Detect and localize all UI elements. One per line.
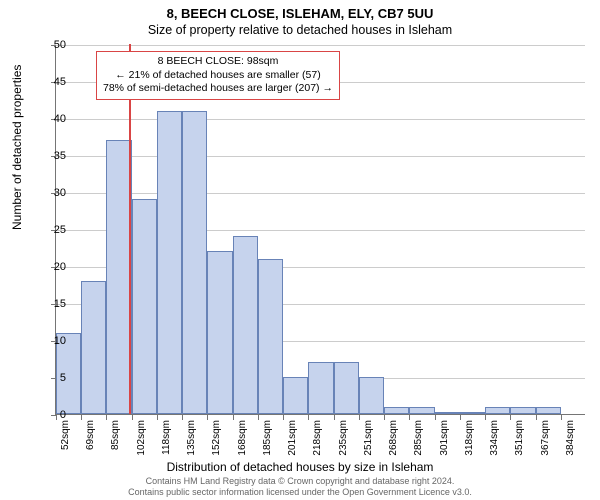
- x-tick-mark: [283, 415, 284, 420]
- x-tick-label: 118sqm: [161, 420, 172, 455]
- x-tick-mark: [182, 415, 183, 420]
- histogram-bar: [435, 412, 460, 414]
- y-tick-label: 20: [46, 261, 66, 273]
- x-tick-mark: [132, 415, 133, 420]
- gridline: [56, 193, 585, 194]
- x-tick-mark: [561, 415, 562, 420]
- footer-line2: Contains public sector information licen…: [0, 487, 600, 498]
- y-tick-label: 25: [46, 224, 66, 236]
- y-tick-label: 0: [46, 409, 66, 421]
- histogram-bar: [81, 281, 106, 414]
- annotation-line2: ← 21% of detached houses are smaller (57…: [103, 69, 333, 83]
- histogram-bar: [182, 111, 207, 414]
- x-axis-label: Distribution of detached houses by size …: [0, 460, 600, 474]
- x-tick-label: 52sqm: [60, 420, 71, 450]
- histogram-bar: [106, 140, 131, 414]
- y-tick-label: 45: [46, 76, 66, 88]
- x-tick-mark: [157, 415, 158, 420]
- x-tick-mark: [81, 415, 82, 420]
- gridline: [56, 45, 585, 46]
- histogram-bar: [485, 407, 510, 414]
- histogram-bar: [460, 412, 485, 414]
- histogram-bar: [359, 377, 384, 414]
- x-tick-mark: [485, 415, 486, 420]
- histogram-bar: [308, 362, 333, 414]
- x-tick-label: 384sqm: [565, 420, 576, 456]
- histogram-bar: [233, 236, 258, 414]
- y-axis-label: Number of detached properties: [10, 65, 24, 230]
- x-tick-label: 69sqm: [85, 420, 96, 450]
- x-tick-label: 268sqm: [388, 420, 399, 456]
- x-tick-label: 367sqm: [540, 420, 551, 456]
- x-tick-mark: [106, 415, 107, 420]
- histogram-bar: [384, 407, 409, 414]
- gridline: [56, 156, 585, 157]
- annotation-box: 8 BEECH CLOSE: 98sqm← 21% of detached ho…: [96, 51, 340, 100]
- y-tick-label: 50: [46, 39, 66, 51]
- histogram-bar: [132, 199, 157, 414]
- page-subtitle: Size of property relative to detached ho…: [0, 23, 600, 37]
- histogram-bar: [258, 259, 283, 414]
- x-tick-label: 285sqm: [413, 420, 424, 456]
- x-tick-mark: [308, 415, 309, 420]
- x-tick-label: 185sqm: [262, 420, 273, 456]
- x-tick-label: 218sqm: [312, 420, 323, 456]
- gridline: [56, 119, 585, 120]
- x-tick-label: 102sqm: [136, 420, 147, 456]
- x-tick-label: 318sqm: [464, 420, 475, 456]
- histogram-bar: [510, 407, 535, 414]
- x-tick-label: 168sqm: [237, 420, 248, 456]
- x-tick-mark: [207, 415, 208, 420]
- x-tick-mark: [435, 415, 436, 420]
- footer-line1: Contains HM Land Registry data © Crown c…: [0, 476, 600, 487]
- footer-attribution: Contains HM Land Registry data © Crown c…: [0, 476, 600, 498]
- y-tick-label: 40: [46, 113, 66, 125]
- x-tick-label: 135sqm: [186, 420, 197, 456]
- y-tick-label: 15: [46, 298, 66, 310]
- x-tick-mark: [460, 415, 461, 420]
- x-tick-mark: [334, 415, 335, 420]
- x-tick-mark: [233, 415, 234, 420]
- x-tick-mark: [359, 415, 360, 420]
- annotation-line3: 78% of semi-detached houses are larger (…: [103, 82, 333, 96]
- page-title: 8, BEECH CLOSE, ISLEHAM, ELY, CB7 5UU: [0, 6, 600, 21]
- chart-area: 52sqm69sqm85sqm102sqm118sqm135sqm152sqm1…: [55, 45, 585, 415]
- x-tick-label: 85sqm: [110, 420, 121, 450]
- x-tick-mark: [536, 415, 537, 420]
- histogram-bar: [283, 377, 308, 414]
- x-tick-label: 235sqm: [338, 420, 349, 456]
- x-tick-label: 152sqm: [211, 420, 222, 456]
- x-tick-mark: [384, 415, 385, 420]
- annotation-line1: 8 BEECH CLOSE: 98sqm: [103, 55, 333, 69]
- x-tick-label: 201sqm: [287, 420, 298, 456]
- x-tick-mark: [510, 415, 511, 420]
- x-tick-label: 301sqm: [439, 420, 450, 456]
- plot-region: 52sqm69sqm85sqm102sqm118sqm135sqm152sqm1…: [55, 45, 585, 415]
- x-tick-label: 351sqm: [514, 420, 525, 456]
- y-tick-label: 35: [46, 150, 66, 162]
- y-tick-label: 10: [46, 335, 66, 347]
- histogram-bar: [334, 362, 359, 414]
- x-tick-label: 334sqm: [489, 420, 500, 456]
- x-tick-mark: [258, 415, 259, 420]
- histogram-bar: [536, 407, 561, 414]
- x-tick-label: 251sqm: [363, 420, 374, 456]
- y-tick-label: 5: [46, 372, 66, 384]
- y-tick-label: 30: [46, 187, 66, 199]
- histogram-bar: [409, 407, 434, 414]
- histogram-bar: [207, 251, 232, 414]
- histogram-bar: [157, 111, 182, 414]
- x-tick-mark: [409, 415, 410, 420]
